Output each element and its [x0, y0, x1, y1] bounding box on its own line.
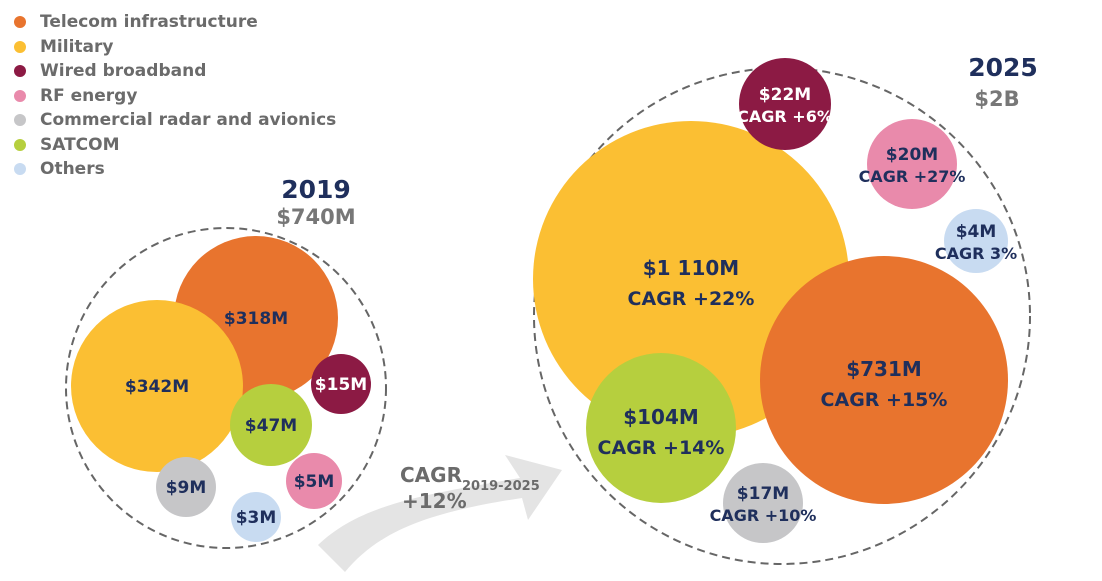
legend-label: RF energy — [40, 85, 138, 106]
bubble-cagr-label: CAGR +14% — [598, 437, 725, 459]
bubble-value-label: $17M — [737, 484, 789, 504]
bubble-cagr-label: CAGR +15% — [821, 389, 948, 411]
bubble-value-label: $342M — [125, 377, 189, 397]
legend-swatch — [14, 40, 26, 53]
legend-label: Commercial radar and avionics — [40, 110, 337, 131]
bubble-value-label: $318M — [224, 309, 288, 329]
bubble-value-label: $104M — [623, 405, 699, 429]
year-2025-label: 2025 — [968, 53, 1038, 82]
bubble-2025 — [867, 119, 957, 209]
cagr-period: 2019-2025 — [462, 479, 540, 494]
legend-item: Others — [14, 157, 336, 182]
legend-item: Telecom infrastructure — [14, 10, 336, 35]
bubble-2025 — [760, 256, 1008, 504]
group-2025-boundary — [533, 67, 1031, 565]
bubble-2025 — [739, 58, 831, 150]
legend-swatch — [14, 16, 26, 29]
legend-swatch — [14, 89, 26, 102]
legend-label: SATCOM — [40, 134, 120, 155]
bubble-value-label: $5M — [294, 472, 335, 492]
legend-item: SATCOM — [14, 133, 336, 158]
cagr-overall-label: CAGR2019-2025 — [400, 463, 540, 494]
bubble-2019 — [231, 492, 281, 542]
total-2025-label: $2B — [974, 87, 1019, 111]
bubble-value-label: $3M — [236, 508, 277, 528]
bubble-cagr-label: CAGR +6% — [737, 107, 833, 126]
bubble-cagr-label: CAGR +10% — [710, 506, 817, 525]
legend-swatch — [14, 65, 26, 78]
legend-swatch — [14, 114, 26, 127]
legend-label: Wired broadband — [40, 61, 207, 82]
bubble-2019 — [71, 300, 243, 472]
bubble-value-label: $9M — [166, 478, 207, 498]
bubble-value-label: $731M — [846, 357, 922, 381]
bubble-value-label: $20M — [886, 145, 938, 165]
bubble-2019 — [286, 453, 342, 509]
legend-label: Military — [40, 36, 114, 57]
legend-item: RF energy — [14, 84, 336, 109]
bubble-cagr-label: CAGR +22% — [628, 288, 755, 310]
cagr-overall-value: +12% — [402, 489, 467, 513]
legend-swatch — [14, 163, 26, 176]
legend-label: Others — [40, 159, 105, 180]
group-2019-boundary — [65, 227, 387, 549]
bubble-2019 — [156, 457, 216, 517]
year-2019-label: 2019 — [281, 175, 351, 204]
legend-label: Telecom infrastructure — [40, 12, 258, 33]
bubble-2019 — [311, 354, 371, 414]
bubble-2025 — [586, 353, 736, 503]
bubble-cagr-label: CAGR 3% — [935, 244, 1017, 263]
bubble-value-label: $47M — [245, 416, 297, 436]
growth-arrow — [318, 455, 562, 572]
bubble-value-label: $22M — [759, 85, 811, 105]
legend-item: Commercial radar and avionics — [14, 108, 336, 133]
bubble-cagr-label: CAGR +27% — [859, 167, 966, 186]
legend-swatch — [14, 138, 26, 151]
total-2019-label: $740M — [276, 205, 355, 229]
legend-item: Military — [14, 35, 336, 60]
bubble-2025 — [944, 209, 1008, 273]
bubble-2025 — [723, 463, 803, 543]
bubble-value-label: $15M — [315, 375, 367, 395]
bubble-value-label: $1 110M — [643, 256, 739, 280]
legend-item: Wired broadband — [14, 59, 336, 84]
bubble-2019 — [230, 384, 312, 466]
bubble-value-label: $4M — [956, 222, 997, 242]
legend: Telecom infrastructure Military Wired broa… — [14, 10, 336, 182]
